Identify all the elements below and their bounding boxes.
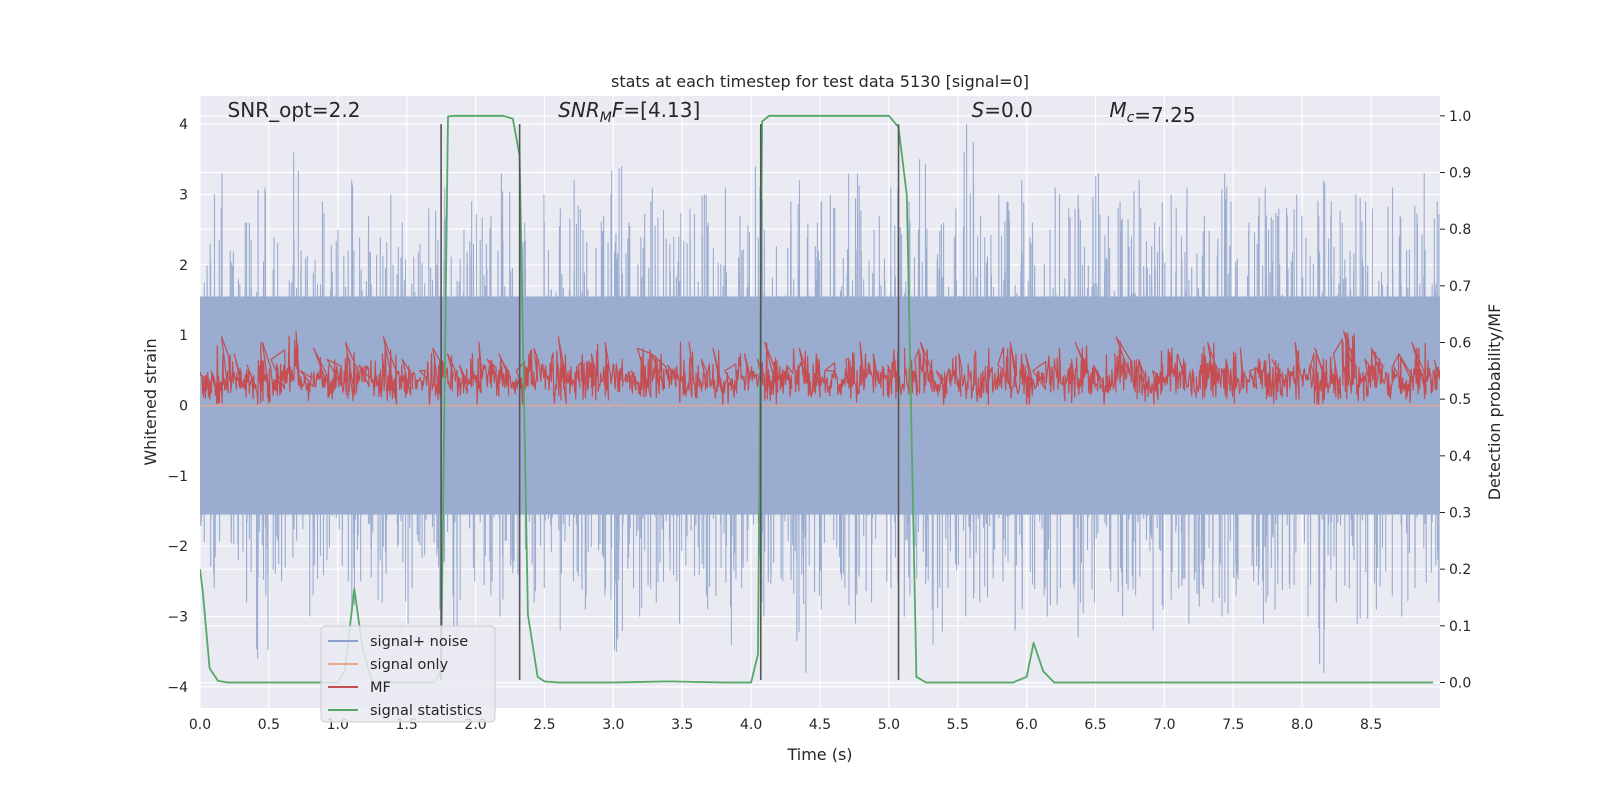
legend: signal+ noise signal only MF signal statist… [320,625,496,723]
x-tick-label: 5.0 [878,717,900,733]
legend-label: signal+ noise [370,634,468,650]
signal-statistics-series [200,114,1434,684]
x-tick-label: 3.5 [671,717,693,733]
x-tick-label: 4.5 [809,717,831,733]
y2-tick-label: 0.5 [1449,392,1471,408]
y-tick-label: 2 [179,258,188,274]
y-tick-label: 1 [179,328,188,344]
y2-tick-label: 0.6 [1449,336,1471,352]
y-tick-label: −4 [167,680,188,696]
annotation: SNR_opt=2.2 [228,98,361,122]
y2-tick-label: 0.1 [1449,619,1471,635]
tick-labels: 0.0 0.5 1.0 1.5 2.0 2.5 3.0 3.5 4.0 4.5 5.0 5.5 6.0 6… [167,109,1471,733]
annotations: SNR_opt=2.2 SNRMF=[4.13] S=0.0 Mc=7.25 [228,98,1196,127]
legend-label: signal only [370,657,449,673]
x-tick-label: 6.0 [1016,717,1038,733]
x-tick-label: 8.5 [1360,717,1382,733]
x-tick-label: 7.0 [1153,717,1175,733]
y2-axis-label: Detection probability/MF [1485,304,1504,501]
x-tick-label: 7.5 [1222,717,1244,733]
lines-layer [200,114,1440,684]
x-tick-label: 8.0 [1291,717,1313,733]
annotation: S=0.0 [972,98,1033,122]
x-tick-label: 3.0 [602,717,624,733]
y-tick-label: 0 [179,399,188,415]
y-axis-label: Whitened strain [141,338,160,465]
y2-tick-label: 1.0 [1449,109,1471,125]
x-tick-label: 2.5 [533,717,555,733]
y2-tick-label: 0.8 [1449,222,1471,238]
y2-tick-label: 0.2 [1449,562,1471,578]
annotation: Mc=7.25 [1109,98,1195,127]
y-tick-label: 4 [179,117,188,133]
vlines [440,124,900,680]
legend-label: signal statistics [370,703,482,719]
y2-tick-label: 0.7 [1449,279,1471,295]
y-tick-label: −3 [167,610,188,626]
chart-title: stats at each timestep for test data 513… [611,72,1029,91]
x-tick-label: 0.5 [258,717,280,733]
x-tick-label: 0.0 [189,717,211,733]
legend-label: MF [370,680,391,696]
y2-tick-label: 0.3 [1449,506,1471,522]
y2-tick-label: 0.4 [1449,449,1471,465]
y-tick-label: 3 [179,187,188,203]
x-tick-label: 4.0 [740,717,762,733]
mf-layer [200,330,1440,406]
y-tick-label: −2 [167,539,188,555]
x-tick-label: 5.5 [947,717,969,733]
y2-tick-label: 0.0 [1449,676,1471,692]
legend-box [320,625,496,723]
y-tick-label: −1 [167,469,188,485]
mf-series [200,330,1440,406]
x-tick-label: 6.5 [1084,717,1106,733]
annotation: SNRMF=[4.13] [558,98,700,126]
x-axis-label: Time (s) [786,745,852,764]
y2-tick-label: 0.9 [1449,166,1471,182]
